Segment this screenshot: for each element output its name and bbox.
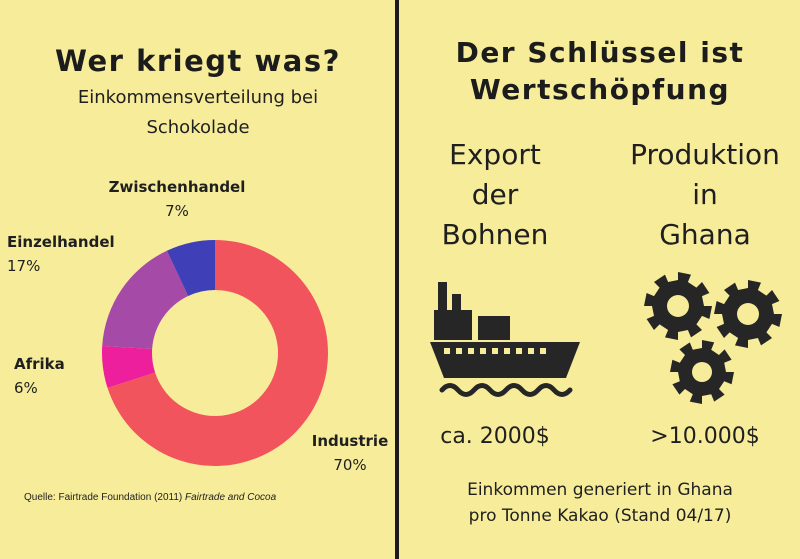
gear-hole (667, 295, 689, 317)
export-heading-line: Export (449, 138, 541, 171)
right-panel: Der Schlüssel ist Wertschöpfung Export d… (400, 0, 800, 559)
slice-percent: 17% (7, 257, 41, 275)
production-heading-line: Ghana (659, 218, 751, 251)
slice-name: Einzelhandel (7, 233, 115, 251)
production-value: >10.000$ (650, 424, 760, 449)
footer-line2: pro Tonne Kakao (Stand 04/17) (468, 506, 732, 526)
left-panel: Wer kriegt was? Einkommensverteilung bei… (0, 0, 396, 559)
slice-label-zwischenhandel: Zwischenhandel 7% (102, 175, 252, 223)
source-note: Quelle: Fairtrade Foundation (2011) Fair… (24, 492, 276, 503)
slice-label-industrie: Industrie 70% (305, 429, 395, 477)
slice-percent: 70% (333, 456, 367, 474)
donut-chart (102, 240, 329, 466)
donut-slice-industrie (107, 240, 329, 466)
left-title: Wer kriegt was? (55, 44, 341, 78)
slice-percent: 6% (14, 379, 38, 397)
donut-slice-zwischenhandel (166, 240, 215, 296)
slice-name: Industrie (311, 432, 389, 450)
production-heading-line: in (692, 178, 718, 211)
right-title-line1: Der Schlüssel ist (455, 36, 745, 69)
export-value: ca. 2000$ (440, 424, 550, 449)
slice-label-afrika: Afrika 6% (14, 352, 65, 400)
slice-name: Afrika (14, 355, 65, 373)
gear-hole (692, 362, 712, 382)
slice-percent: 7% (165, 202, 189, 220)
ship-icon (430, 282, 580, 397)
panel-divider (395, 0, 399, 559)
donut-slice-afrika (102, 345, 156, 388)
export-heading-line: der (471, 178, 519, 211)
production-heading: Produktion in Ghana (610, 135, 800, 255)
donut-slice-einzelhandel (102, 250, 189, 350)
footer-line1: Einkommen generiert in Ghana (467, 480, 733, 500)
slice-label-einzelhandel: Einzelhandel 17% (7, 230, 115, 278)
gear-hole (737, 303, 759, 325)
left-subtitle-line1: Einkommensverteilung bei (77, 87, 319, 108)
export-heading-line: Bohnen (441, 218, 549, 251)
production-heading-line: Produktion (630, 138, 780, 171)
source-title: Fairtrade and Cocoa (185, 492, 277, 503)
left-subtitle-line2: Schokolade (146, 117, 250, 138)
right-title-line2: Wertschöpfung (469, 73, 731, 106)
source-prefix: Quelle: Fairtrade Foundation (2011) (24, 492, 186, 503)
export-heading: Export der Bohnen (400, 135, 590, 255)
gears-icon (644, 272, 782, 404)
slice-name: Zwischenhandel (108, 178, 246, 196)
